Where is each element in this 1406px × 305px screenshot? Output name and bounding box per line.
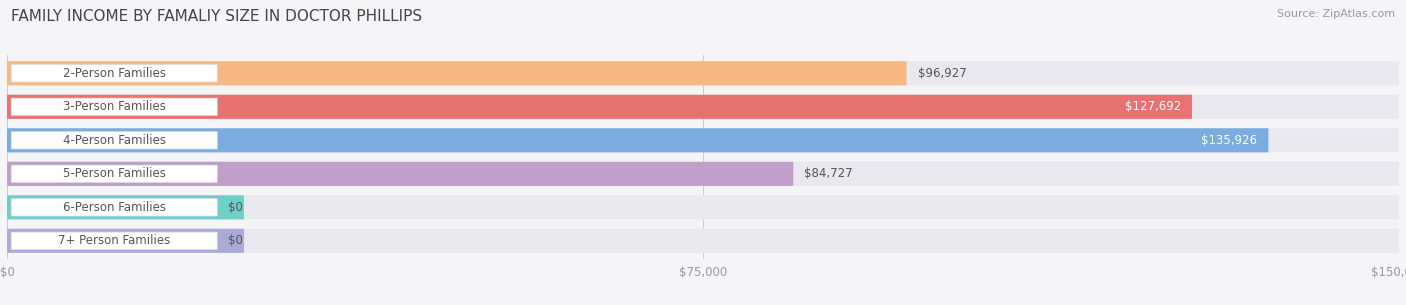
Text: $96,927: $96,927 — [918, 67, 966, 80]
FancyBboxPatch shape — [7, 95, 1192, 119]
FancyBboxPatch shape — [7, 229, 243, 253]
FancyBboxPatch shape — [7, 162, 793, 186]
Text: Source: ZipAtlas.com: Source: ZipAtlas.com — [1277, 9, 1395, 19]
FancyBboxPatch shape — [7, 95, 1399, 119]
FancyBboxPatch shape — [7, 162, 1399, 186]
Text: $0: $0 — [228, 201, 243, 214]
Text: 6-Person Families: 6-Person Families — [63, 201, 166, 214]
FancyBboxPatch shape — [7, 195, 1399, 219]
FancyBboxPatch shape — [7, 128, 1399, 152]
FancyBboxPatch shape — [11, 165, 217, 182]
Text: $135,926: $135,926 — [1201, 134, 1257, 147]
FancyBboxPatch shape — [7, 229, 1399, 253]
Text: 7+ Person Families: 7+ Person Families — [58, 234, 170, 247]
Text: 4-Person Families: 4-Person Families — [63, 134, 166, 147]
Text: 2-Person Families: 2-Person Families — [63, 67, 166, 80]
FancyBboxPatch shape — [11, 199, 217, 216]
FancyBboxPatch shape — [11, 132, 217, 149]
Text: $0: $0 — [228, 234, 243, 247]
FancyBboxPatch shape — [7, 128, 1268, 152]
FancyBboxPatch shape — [11, 232, 217, 249]
Text: FAMILY INCOME BY FAMALIY SIZE IN DOCTOR PHILLIPS: FAMILY INCOME BY FAMALIY SIZE IN DOCTOR … — [11, 9, 422, 24]
Text: 5-Person Families: 5-Person Families — [63, 167, 166, 180]
FancyBboxPatch shape — [7, 195, 243, 219]
FancyBboxPatch shape — [11, 98, 217, 116]
Text: $84,727: $84,727 — [804, 167, 853, 180]
FancyBboxPatch shape — [7, 61, 907, 85]
FancyBboxPatch shape — [7, 61, 1399, 85]
Text: $127,692: $127,692 — [1125, 100, 1181, 113]
FancyBboxPatch shape — [11, 65, 217, 82]
Text: 3-Person Families: 3-Person Families — [63, 100, 166, 113]
